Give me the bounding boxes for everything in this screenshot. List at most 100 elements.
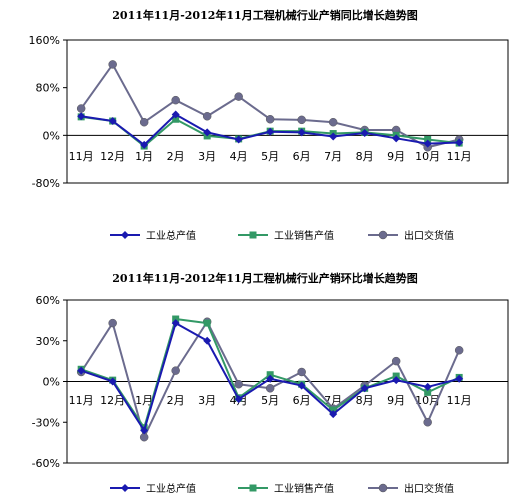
- data-point: [297, 367, 306, 377]
- data-point: [77, 366, 86, 375]
- data-point: [266, 374, 275, 383]
- data-point: [171, 319, 180, 328]
- x-tick-label: 5月: [261, 150, 279, 163]
- x-tick-label: 4月: [230, 150, 248, 163]
- y-tick-label: -30%: [32, 416, 60, 429]
- data-point: [392, 372, 400, 380]
- data-point: [76, 104, 86, 113]
- data-point: [140, 140, 149, 149]
- data-point: [171, 366, 180, 375]
- data-point: [360, 128, 369, 137]
- x-tick-label: 3月: [198, 150, 216, 163]
- data-point: [77, 112, 86, 121]
- y-tick-label: 0%: [43, 376, 60, 389]
- data-point: [234, 395, 243, 404]
- legend-swatch-marker: [378, 483, 388, 493]
- data-point: [203, 336, 212, 345]
- legend-label: 出口交货值: [404, 229, 454, 242]
- y-tick-label: 60%: [36, 294, 60, 307]
- data-point: [171, 110, 180, 119]
- data-point: [171, 95, 180, 105]
- x-tick-label: 8月: [356, 150, 374, 163]
- data-point: [329, 132, 338, 141]
- x-tick-label: 1月: [135, 150, 153, 163]
- data-point: [172, 315, 180, 323]
- legend-label: 出口交货值: [404, 482, 454, 495]
- data-point: [202, 112, 212, 121]
- data-point: [455, 138, 464, 147]
- data-point: [265, 114, 275, 124]
- data-point: [329, 406, 337, 414]
- legend-swatch-marker: [121, 231, 129, 239]
- legend-label: 工业销售产值: [274, 482, 334, 495]
- legend-label: 工业销售产值: [274, 229, 334, 242]
- chart-title: 2011年11月-2012年11月工程机械行业产销环比增长趋势图: [112, 271, 417, 285]
- x-tick-label: 6月: [293, 150, 311, 163]
- x-tick-label: 11月: [447, 150, 472, 163]
- data-point: [266, 371, 274, 379]
- data-point: [234, 135, 243, 144]
- data-point: [265, 384, 275, 393]
- data-point: [108, 377, 117, 386]
- y-tick-label: 30%: [36, 335, 60, 348]
- x-tick-label: 7月: [324, 150, 342, 163]
- x-tick-label: 2月: [167, 394, 185, 407]
- data-point: [424, 388, 432, 396]
- x-tick-label: 9月: [387, 150, 405, 163]
- x-tick-label: 12月: [100, 150, 125, 163]
- data-point: [108, 60, 117, 69]
- data-point: [424, 136, 432, 144]
- legend-label: 工业总产值: [146, 482, 196, 495]
- legend-swatch-marker: [249, 484, 257, 492]
- x-tick-label: 12月: [100, 394, 125, 407]
- data-point: [454, 346, 464, 355]
- x-tick-label: 8月: [356, 394, 374, 407]
- data-point: [423, 382, 432, 391]
- x-tick-label: 2月: [167, 150, 185, 163]
- y-tick-label: 0%: [43, 129, 60, 142]
- data-point: [423, 418, 432, 427]
- x-tick-label: 9月: [387, 394, 405, 407]
- data-point: [360, 384, 369, 393]
- chart-yoy: 2011年11月-2012年11月工程机械行业产销同比增长趋势图 160% 80% 0…: [29, 8, 509, 242]
- x-tick-label: 11月: [69, 394, 94, 407]
- data-point: [108, 318, 117, 328]
- data-point: [297, 381, 306, 390]
- x-tick-label: 5月: [261, 394, 279, 407]
- x-tick-label: 3月: [198, 394, 216, 407]
- data-point: [108, 117, 117, 126]
- data-point: [391, 356, 401, 366]
- data-point: [392, 134, 401, 143]
- legend-swatch-marker: [249, 231, 257, 239]
- plot-frame: [66, 39, 509, 184]
- data-point: [140, 426, 149, 435]
- data-point: [297, 115, 306, 125]
- data-point: [266, 127, 275, 136]
- data-point: [234, 379, 243, 389]
- y-tick-label: 160%: [29, 34, 60, 47]
- y-tick-label: -60%: [32, 457, 60, 470]
- data-point: [328, 117, 338, 127]
- data-point: [139, 117, 149, 127]
- legend-swatch-marker: [121, 484, 129, 492]
- data-point: [392, 376, 401, 385]
- chart-title: 2011年11月-2012年11月工程机械行业产销同比增长趋势图: [112, 8, 417, 22]
- x-tick-label: 11月: [69, 150, 94, 163]
- data-point: [329, 410, 338, 419]
- data-point: [455, 374, 464, 383]
- x-tick-label: 11月: [447, 394, 472, 407]
- data-point: [423, 139, 432, 148]
- x-tick-label: 6月: [293, 394, 311, 407]
- data-point: [297, 128, 306, 137]
- chart-mom: 2011年11月-2012年11月工程机械行业产销环比增长趋势图 60% 30% 0%…: [32, 271, 509, 495]
- x-tick-label: 10月: [415, 394, 440, 407]
- data-point: [234, 92, 243, 101]
- y-tick-label: -80%: [32, 177, 60, 190]
- data-point: [172, 115, 180, 123]
- data-point: [203, 128, 212, 137]
- y-tick-label: 80%: [36, 82, 60, 95]
- x-tick-label: 1月: [135, 394, 153, 407]
- data-point: [203, 319, 211, 327]
- x-tick-label: 10月: [415, 150, 440, 163]
- legend-swatch-marker: [378, 230, 388, 240]
